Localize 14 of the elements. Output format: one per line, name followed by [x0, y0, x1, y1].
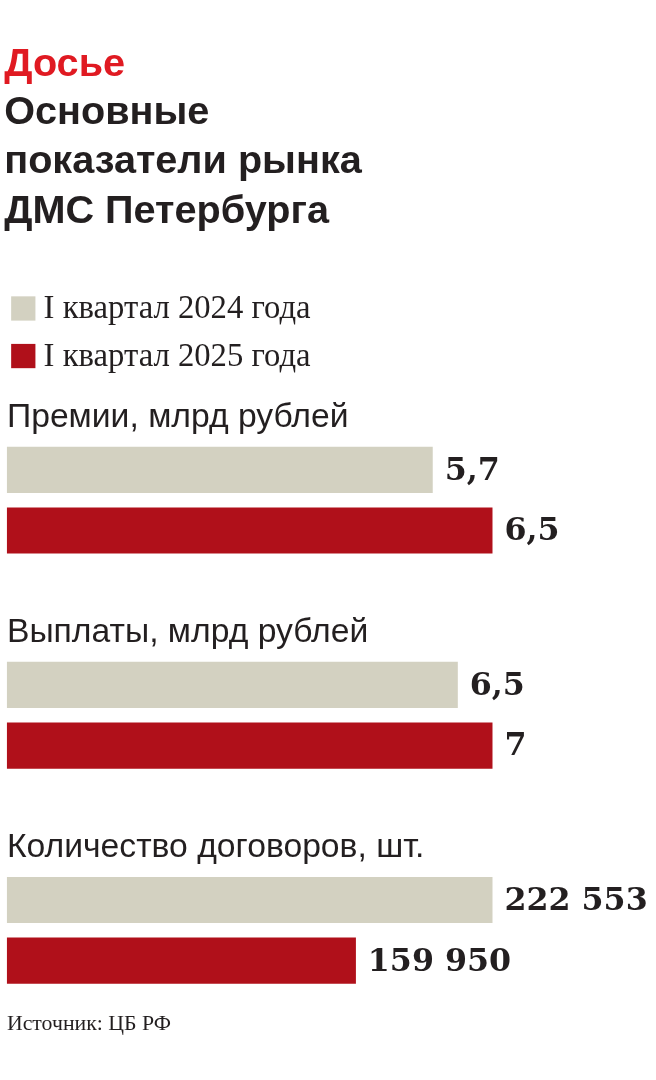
- legend-label: I квартал 2024 года: [43, 289, 312, 326]
- data-label: 222 553: [504, 879, 648, 917]
- chart-title: Количество договоров, шт.: [6, 826, 425, 864]
- data-label: 5,7: [444, 449, 500, 487]
- data-label: 7: [504, 725, 527, 763]
- chart-title: Премии, млрд рублей: [6, 396, 349, 434]
- data-label: 6,5: [504, 510, 560, 548]
- chart-title: Выплаты, млрд рублей: [6, 611, 369, 649]
- text: Основные показатели рынка ДМС Петербурга: [4, 87, 363, 232]
- text: Досье: [4, 40, 126, 85]
- legend-label: I квартал 2025 года: [43, 336, 312, 373]
- data-label: 6,5: [469, 664, 525, 702]
- data-label: 159 950: [367, 940, 512, 978]
- text: Источник: ЦБ РФ: [6, 1011, 171, 1036]
